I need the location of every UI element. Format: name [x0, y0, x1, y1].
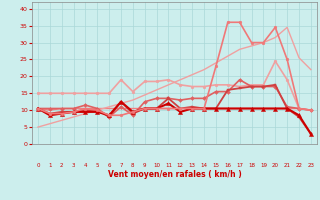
X-axis label: Vent moyen/en rafales ( km/h ): Vent moyen/en rafales ( km/h ) — [108, 170, 241, 179]
